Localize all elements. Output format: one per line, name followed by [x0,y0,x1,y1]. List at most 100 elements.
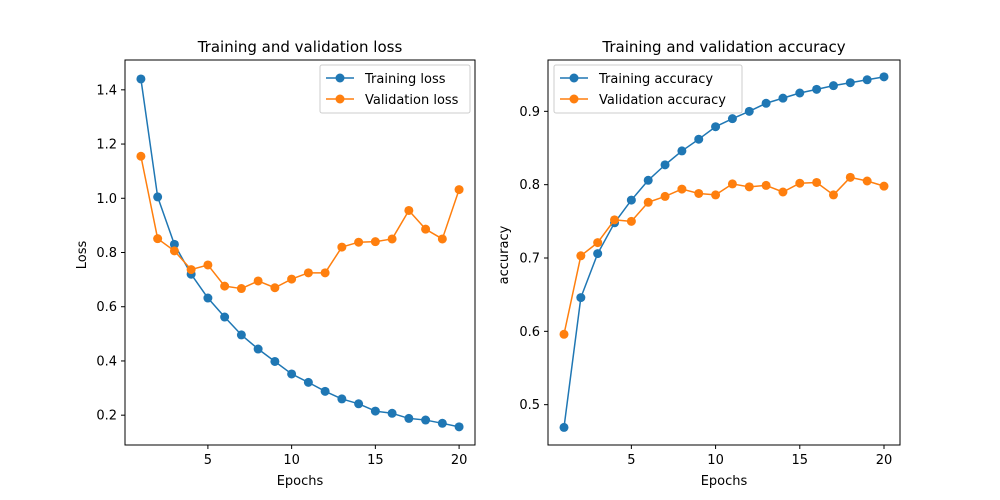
point-training-accuracy-epoch-18 [845,78,855,88]
loss-x-tick-label-15: 15 [367,453,384,468]
point-training-loss-epoch-3 [169,239,179,249]
point-validation-accuracy-epoch-6 [643,197,653,207]
loss-x-axis-label: Epochs [277,474,324,489]
point-training-loss-epoch-14 [354,399,364,409]
point-training-accuracy-epoch-2 [576,293,586,303]
point-validation-loss-epoch-5 [203,260,213,270]
point-training-loss-epoch-1 [136,74,146,84]
point-validation-loss-epoch-8 [253,276,263,286]
loss-panel: Training and validation loss Epochs Loss… [75,38,476,489]
point-training-accuracy-epoch-9 [694,134,704,144]
point-validation-loss-epoch-19 [437,234,447,244]
point-training-loss-epoch-18 [421,415,431,425]
point-validation-loss-epoch-13 [337,242,347,252]
point-validation-loss-epoch-4 [186,265,196,275]
point-training-loss-epoch-7 [236,330,246,340]
point-validation-loss-epoch-7 [236,284,246,294]
loss-x-tick-label-10: 10 [283,453,300,468]
point-training-accuracy-epoch-7 [660,160,670,170]
accuracy-axes-frame [547,59,901,446]
loss-chart-title: Training and validation loss [197,38,403,56]
legend-label-training-loss: Training loss [364,72,446,87]
loss-x-tick-label-20: 20 [451,453,468,468]
loss-y-tick-label-4: 1.0 [96,192,117,207]
point-validation-loss-epoch-17 [404,205,414,215]
point-training-accuracy-epoch-20 [879,72,889,82]
accuracy-y-tick-label-1: 0.6 [519,325,540,340]
point-validation-accuracy-epoch-12 [744,182,754,192]
point-training-accuracy-epoch-14 [778,93,788,103]
accuracy-legend: Training accuracy Validation accuracy [553,64,743,114]
loss-x-tick-label-5: 5 [204,453,212,468]
point-validation-accuracy-epoch-16 [812,177,822,187]
point-training-loss-epoch-17 [404,413,414,423]
point-training-accuracy-epoch-13 [761,98,771,108]
loss-y-tick-label-6: 1.4 [96,83,117,98]
point-training-loss-epoch-20 [454,422,464,432]
point-validation-loss-epoch-20 [454,185,464,195]
point-validation-accuracy-epoch-20 [879,181,889,191]
series-validation-accuracy [559,172,889,339]
accuracy-x-tick-label-15: 15 [792,453,809,468]
accuracy-x-tick-label-10: 10 [707,453,724,468]
accuracy-y-tick-label-2: 0.7 [519,252,540,267]
loss-y-axis-label: Loss [75,241,90,270]
point-training-accuracy-epoch-17 [828,81,838,91]
point-validation-loss-epoch-15 [370,237,380,247]
point-validation-loss-epoch-10 [287,274,297,284]
point-validation-accuracy-epoch-2 [576,251,586,261]
point-validation-loss-epoch-6 [220,281,230,291]
point-validation-accuracy-epoch-11 [727,179,737,189]
point-training-accuracy-epoch-6 [643,175,653,185]
point-validation-loss-epoch-1 [136,151,146,161]
point-validation-accuracy-epoch-9 [694,188,704,198]
legend-label-training-accuracy: Training accuracy [598,72,713,87]
point-training-loss-epoch-11 [303,377,313,387]
accuracy-series-layer [559,72,889,432]
accuracy-x-tick-label-20: 20 [876,453,893,468]
series-validation-loss [136,151,464,294]
point-validation-accuracy-epoch-7 [660,191,670,201]
point-training-accuracy-epoch-15 [795,88,805,98]
legend-marker-training-accuracy [569,73,579,83]
accuracy-panel: Training and validation accuracy Epochs … [497,38,901,489]
accuracy-chart-title: Training and validation accuracy [601,38,845,56]
loss-y-tick-label-2: 0.6 [96,300,117,315]
point-validation-accuracy-epoch-17 [828,190,838,200]
legend-label-validation-loss: Validation loss [365,93,459,108]
point-training-loss-epoch-5 [203,293,213,303]
legend-marker-validation-loss [335,94,345,104]
point-training-loss-epoch-16 [387,408,397,418]
point-validation-accuracy-epoch-13 [761,180,771,190]
point-training-loss-epoch-12 [320,386,330,396]
loss-ticks-layer: 5 10 15 20 0.2 0.4 0.6 0.8 1.0 1.2 1.4 [96,83,467,468]
legend-label-validation-accuracy: Validation accuracy [599,93,726,108]
point-training-accuracy-epoch-11 [727,114,737,124]
accuracy-y-tick-label-0: 0.5 [519,398,540,413]
series-training-loss [136,74,464,432]
point-validation-accuracy-epoch-1 [559,329,569,339]
point-training-accuracy-epoch-3 [593,249,603,259]
point-training-accuracy-epoch-8 [677,146,687,156]
point-training-accuracy-epoch-5 [626,195,636,205]
point-training-accuracy-epoch-1 [559,422,569,432]
point-validation-accuracy-epoch-18 [845,172,855,182]
loss-series-layer [136,74,464,432]
point-training-accuracy-epoch-16 [812,84,822,94]
point-validation-accuracy-epoch-4 [610,215,620,225]
point-training-loss-epoch-15 [370,406,380,416]
point-training-accuracy-epoch-10 [711,122,721,132]
loss-axes-frame [124,59,476,446]
point-training-loss-epoch-6 [220,312,230,322]
point-validation-loss-epoch-3 [169,246,179,256]
point-training-loss-epoch-13 [337,394,347,404]
legend-entry-training-accuracy: Training accuracy [560,72,713,87]
accuracy-y-tick-label-4: 0.9 [519,105,540,120]
loss-legend: Training loss Validation loss [319,64,471,114]
accuracy-legend-box [553,64,743,114]
point-training-loss-epoch-19 [437,418,447,428]
loss-legend-box [319,64,471,114]
point-validation-loss-epoch-9 [270,283,280,293]
loss-y-tick-label-0: 0.2 [96,409,117,424]
